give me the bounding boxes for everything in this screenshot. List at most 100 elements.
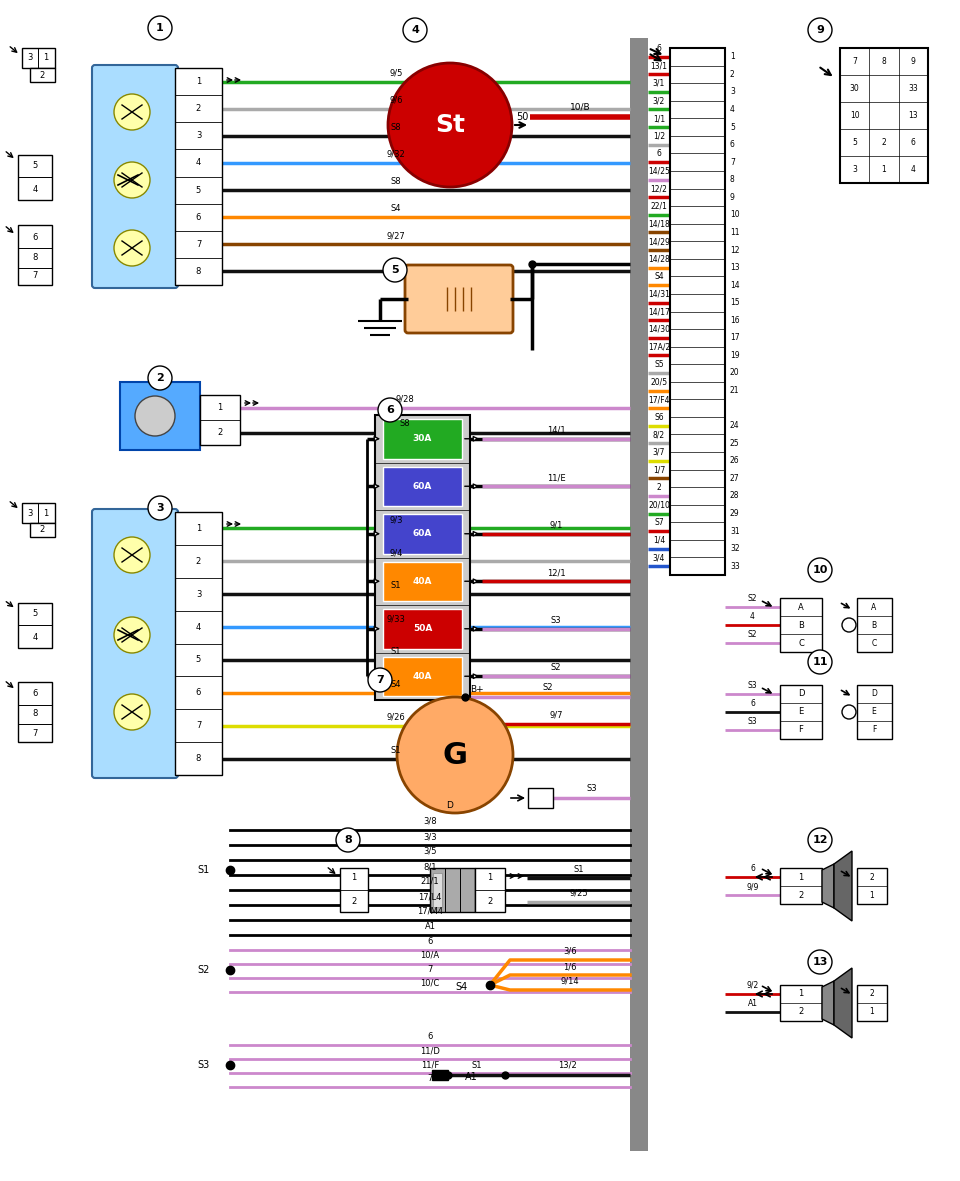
Text: 60A: 60A	[413, 482, 432, 491]
Text: 28: 28	[730, 491, 739, 501]
Text: S2: S2	[551, 664, 562, 672]
Text: 9/1: 9/1	[549, 521, 563, 530]
Bar	[857, 685, 892, 739]
Text: 14/25: 14/25	[648, 167, 670, 176]
Text: 17A/2: 17A/2	[648, 342, 670, 352]
Circle shape	[148, 17, 172, 40]
Text: 3: 3	[852, 165, 857, 174]
Text: 2: 2	[488, 898, 492, 907]
Bar	[433, 873, 442, 907]
Text: 2: 2	[730, 70, 734, 79]
Text: S4: S4	[391, 680, 401, 689]
Text: 8: 8	[196, 267, 202, 276]
Text: 8: 8	[33, 254, 37, 262]
Text: 9/14: 9/14	[561, 977, 579, 986]
Text: A: A	[798, 602, 804, 612]
Text: S2: S2	[198, 965, 210, 976]
Text: 1/1: 1/1	[653, 115, 665, 123]
Circle shape	[114, 694, 150, 730]
Text: 4: 4	[33, 185, 37, 195]
Text: S1: S1	[471, 1061, 482, 1070]
Text: 2: 2	[39, 526, 44, 535]
Text: 3/5: 3/5	[423, 847, 437, 856]
Text: 14/18: 14/18	[648, 220, 670, 228]
Text: 11: 11	[812, 657, 828, 667]
Text: 15: 15	[730, 299, 739, 307]
Text: F: F	[872, 725, 876, 735]
Text: 3: 3	[196, 131, 202, 141]
Text: 13: 13	[812, 957, 828, 967]
Text: 10/A: 10/A	[420, 951, 440, 960]
Text: 3/6: 3/6	[564, 947, 577, 955]
Text: 8: 8	[344, 835, 352, 844]
Bar	[375, 415, 470, 700]
Text: 1: 1	[799, 873, 804, 881]
Text: 12: 12	[730, 246, 739, 255]
Text: 5: 5	[730, 123, 734, 131]
Text: 33: 33	[908, 84, 918, 93]
Text: 14/31: 14/31	[648, 289, 670, 299]
Text: 8: 8	[196, 753, 202, 763]
Text: 2: 2	[657, 483, 661, 492]
Text: 6: 6	[33, 233, 37, 241]
Bar	[175, 68, 222, 285]
Text: S1: S1	[391, 745, 401, 755]
Text: 10: 10	[730, 210, 739, 220]
Circle shape	[808, 650, 832, 674]
Text: 3/7: 3/7	[653, 448, 665, 457]
Text: 19: 19	[730, 351, 739, 360]
Text: 40A: 40A	[413, 672, 432, 680]
Text: 2: 2	[870, 990, 875, 998]
Text: 20/10: 20/10	[648, 501, 670, 509]
Bar	[630, 38, 648, 1151]
Text: 8: 8	[33, 710, 37, 718]
Text: 7: 7	[196, 722, 202, 730]
Text: S8: S8	[391, 123, 401, 132]
Text: 1: 1	[196, 77, 202, 86]
Circle shape	[114, 616, 150, 653]
Text: 8/2: 8/2	[653, 430, 665, 439]
Text: 9/28: 9/28	[396, 394, 415, 404]
Text: 5: 5	[33, 609, 37, 619]
Text: 40A: 40A	[413, 576, 432, 586]
Text: A: A	[872, 602, 876, 612]
Circle shape	[808, 18, 832, 43]
Text: 1/6: 1/6	[564, 963, 577, 971]
FancyBboxPatch shape	[92, 509, 178, 778]
Bar	[780, 598, 822, 652]
Bar	[857, 868, 887, 903]
Text: 6: 6	[386, 405, 394, 415]
Circle shape	[114, 230, 150, 266]
Text: 4: 4	[196, 158, 202, 168]
Text: S5: S5	[654, 360, 663, 368]
Bar	[120, 381, 200, 450]
Text: 12/1: 12/1	[546, 568, 565, 578]
Text: 3: 3	[730, 87, 734, 97]
Text: 2: 2	[217, 428, 223, 437]
Text: 9/2: 9/2	[746, 981, 758, 990]
Text: 33: 33	[730, 562, 740, 570]
Text: A1: A1	[748, 999, 757, 1009]
Text: 60A: 60A	[413, 529, 432, 539]
Bar	[857, 985, 887, 1022]
Bar	[670, 48, 725, 575]
Bar	[175, 513, 222, 775]
Text: S1: S1	[391, 581, 401, 590]
Text: 1: 1	[196, 524, 202, 533]
Text: S8: S8	[391, 177, 401, 187]
Text: 17/F4: 17/F4	[648, 396, 670, 404]
Polygon shape	[822, 864, 834, 908]
Text: 3/4: 3/4	[653, 553, 665, 562]
Text: 6: 6	[657, 44, 661, 53]
Text: 3: 3	[156, 503, 164, 513]
FancyBboxPatch shape	[92, 65, 178, 288]
Text: 2: 2	[799, 1007, 804, 1017]
Text: 7: 7	[852, 57, 857, 66]
Circle shape	[336, 828, 360, 852]
Bar	[30, 523, 55, 537]
Text: 5: 5	[196, 185, 202, 195]
Text: 2: 2	[39, 71, 44, 79]
Text: 8/1: 8/1	[423, 862, 437, 872]
Text: 1: 1	[799, 990, 804, 998]
Text: 12/2: 12/2	[651, 184, 667, 194]
